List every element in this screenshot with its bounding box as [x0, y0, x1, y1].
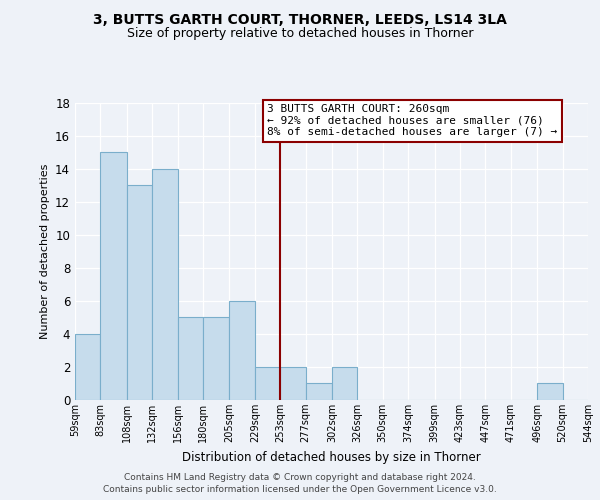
- Text: Contains public sector information licensed under the Open Government Licence v3: Contains public sector information licen…: [103, 485, 497, 494]
- Text: Contains HM Land Registry data © Crown copyright and database right 2024.: Contains HM Land Registry data © Crown c…: [124, 472, 476, 482]
- Text: 3 BUTTS GARTH COURT: 260sqm
← 92% of detached houses are smaller (76)
8% of semi: 3 BUTTS GARTH COURT: 260sqm ← 92% of det…: [268, 104, 557, 137]
- Text: Size of property relative to detached houses in Thorner: Size of property relative to detached ho…: [127, 28, 473, 40]
- X-axis label: Distribution of detached houses by size in Thorner: Distribution of detached houses by size …: [182, 450, 481, 464]
- Bar: [305, 384, 332, 400]
- Bar: [255, 367, 280, 400]
- Bar: [537, 384, 563, 400]
- Bar: [127, 185, 152, 400]
- Bar: [203, 318, 229, 400]
- Bar: [75, 334, 100, 400]
- Bar: [178, 318, 203, 400]
- Bar: [280, 367, 305, 400]
- Bar: [152, 168, 178, 400]
- Y-axis label: Number of detached properties: Number of detached properties: [40, 164, 50, 339]
- Bar: [332, 367, 358, 400]
- Bar: [229, 301, 255, 400]
- Text: 3, BUTTS GARTH COURT, THORNER, LEEDS, LS14 3LA: 3, BUTTS GARTH COURT, THORNER, LEEDS, LS…: [93, 12, 507, 26]
- Bar: [100, 152, 127, 400]
